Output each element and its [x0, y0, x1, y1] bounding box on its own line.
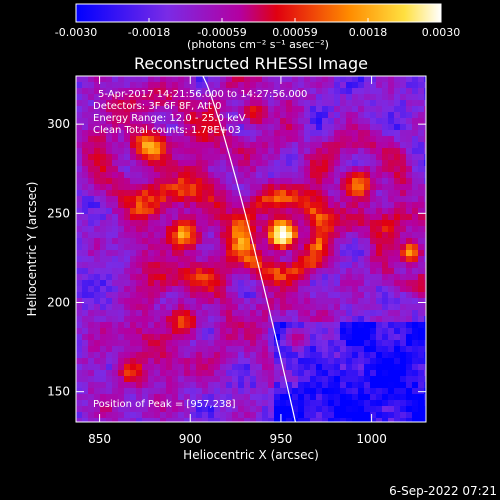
x-axis-label: Heliocentric X (arcsec) [183, 448, 319, 462]
annotation-peak-position: Position of Peak = [957,238] [93, 399, 236, 410]
y-tick-label: 300 [47, 117, 70, 131]
colorbar-tick-label: -0.0018 [128, 26, 170, 39]
chart-title: Reconstructed RHESSI Image [134, 54, 368, 73]
annotation-detectors: Detectors: 3F 6F 8F, Att 0 [93, 101, 221, 112]
x-tick-label: 1000 [356, 432, 387, 446]
colorbar-tick-label: -0.00059 [197, 26, 246, 39]
colorbar-tick-label: -0.0030 [55, 26, 97, 39]
x-tick-label: 900 [179, 432, 202, 446]
colorbar-tick-label: 0.0018 [349, 26, 388, 39]
x-tick-label: 950 [269, 432, 292, 446]
colorbar-tick-label: 0.0030 [422, 26, 461, 39]
solar-limb-line [202, 76, 296, 422]
colorbar-ticks: -0.0030 -0.0018 -0.00059 0.00059 0.0018 0.003… [55, 18, 460, 39]
y-tick-label: 150 [47, 385, 70, 399]
colorbar-units: (photons cm⁻² s⁻¹ asec⁻²) [187, 38, 329, 51]
y-tick-label: 200 [47, 296, 70, 310]
y-axis-label: Heliocentric Y (arcsec) [25, 182, 39, 317]
footer-date: 6-Sep-2022 07:21 [389, 484, 497, 498]
colorbar-tick-label: 0.00059 [272, 26, 318, 39]
annotation-clean-counts: Clean Total counts: 1.78E+03 [93, 125, 241, 136]
annotation-energy-range: Energy Range: 12.0 - 25.0 keV [93, 113, 246, 124]
colorbar [75, 3, 442, 23]
y-tick-label: 250 [47, 206, 70, 220]
annotation-time-range: 5-Apr-2017 14:21:56.000 to 14:27:56.000 [98, 89, 307, 100]
axes-ticks: 850 900 950 1000 150 200 250 300 [47, 76, 426, 446]
x-tick-label: 850 [88, 432, 111, 446]
plot-frame [75, 75, 427, 423]
heatmap [76, 76, 426, 422]
